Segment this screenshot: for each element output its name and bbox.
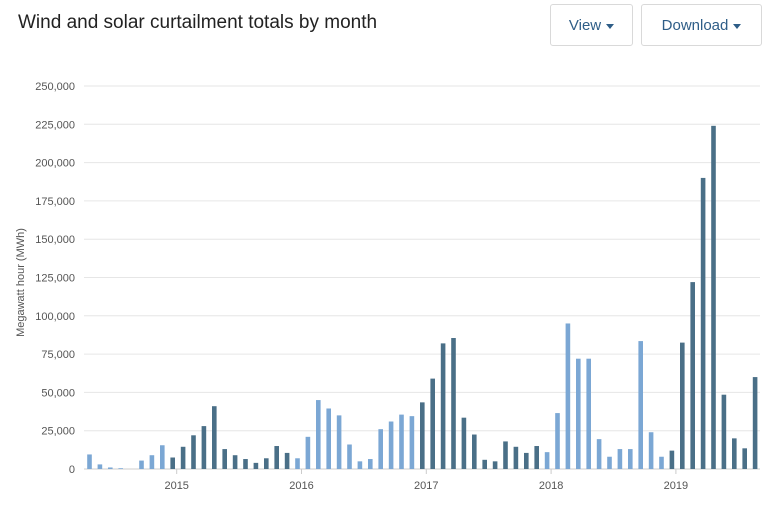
bar-2019-07: [732, 438, 737, 469]
bar-2015-09: [253, 462, 259, 469]
bar-2016-08: [368, 459, 373, 469]
bar-2015-02: [180, 446, 186, 469]
bar-2014-06: [97, 464, 103, 469]
bar-2017-01: [420, 402, 425, 469]
bar-2018-01: [544, 452, 550, 469]
y-tick-label: 100,000: [35, 311, 75, 323]
bar-2016-06: [347, 444, 352, 469]
bar-2019-09: [752, 377, 758, 469]
bar-2018-12: [659, 456, 664, 469]
y-tick-label: 150,000: [35, 234, 75, 246]
bar-2017-09: [503, 441, 508, 469]
download-button-label: Download: [661, 16, 729, 34]
bar-2018-10: [638, 341, 643, 469]
bar-2014-05: [87, 454, 92, 469]
x-tick-label: 2018: [539, 480, 563, 492]
bar-2016-01: [295, 458, 300, 469]
y-tick-label: 200,000: [35, 158, 75, 170]
y-axis-title: Megawatt hour (MWh): [15, 228, 27, 337]
bar-2015-03: [191, 435, 196, 469]
download-button[interactable]: Download: [641, 4, 762, 46]
bar-2015-10: [264, 458, 269, 469]
bar-2017-06: [472, 434, 477, 469]
bar-2016-09: [378, 429, 383, 469]
bar-2019-06: [721, 394, 727, 469]
bar-2018-08: [617, 449, 623, 469]
bar-2014-10: [139, 460, 144, 469]
x-tick-label: 2019: [664, 480, 688, 492]
chart-title: Wind and solar curtailment totals by mon…: [18, 12, 378, 33]
bar-2018-09: [628, 449, 633, 469]
bar-2016-07: [357, 461, 363, 469]
y-tick-label: 0: [69, 464, 75, 476]
bar-2018-07: [607, 456, 612, 469]
gridlines: [84, 85, 760, 470]
bar-2017-04: [451, 338, 456, 469]
y-tick-label: 225,000: [35, 119, 75, 131]
bar-2018-02: [555, 413, 560, 469]
bar-2015-01: [170, 457, 175, 469]
y-tick-label: 25,000: [41, 426, 75, 438]
bar-2019-04: [700, 177, 706, 470]
bar-2014-11: [149, 455, 155, 469]
bar-2015-05: [212, 406, 217, 469]
y-tick-label: 125,000: [35, 273, 75, 285]
bar-2015-06: [222, 449, 227, 469]
bar-2019-05: [711, 125, 716, 469]
bar-2014-07: [108, 467, 113, 469]
bar-2016-12: [409, 416, 415, 469]
bar-2017-12: [534, 446, 539, 469]
bar-2016-11: [399, 414, 404, 469]
bar-2017-02: [430, 378, 435, 469]
bar-2017-07: [482, 459, 487, 469]
bar-2018-06: [596, 439, 602, 469]
y-tick-label: 50,000: [41, 387, 75, 399]
bar-2019-03: [690, 282, 695, 469]
bar-2019-08: [742, 448, 747, 469]
view-button-label: View: [568, 16, 602, 34]
x-tick-label: 2016: [289, 480, 313, 492]
bar-2014-08: [118, 468, 123, 469]
bar-2019-02: [680, 342, 685, 469]
bar-2016-04: [326, 408, 331, 469]
bar-2018-11: [648, 432, 654, 469]
bar-2016-03: [316, 400, 321, 469]
bar-2014-12: [160, 445, 165, 469]
bar-2017-08: [492, 461, 498, 469]
bar-2017-05: [461, 417, 467, 469]
x-axis-ticks: 2015 2016 2017 2018 2019: [164, 469, 688, 492]
bar-2016-05: [336, 415, 342, 469]
y-tick-label: 75,000: [41, 349, 75, 361]
bar-2019-01: [669, 450, 675, 469]
bar-2017-03: [440, 343, 446, 469]
bar-2018-05: [586, 358, 591, 469]
bar-2018-03: [565, 323, 571, 469]
x-tick-label: 2015: [164, 480, 188, 492]
bar-2016-02: [305, 436, 311, 469]
y-tick-label: 175,000: [35, 196, 75, 208]
caret-down-icon: [606, 23, 615, 29]
y-axis-ticks: 0 25,000 50,000 75,000 100,000 125,000 150,000…: [35, 81, 75, 476]
y-tick-label: 250,000: [35, 81, 75, 93]
bar-2017-11: [524, 452, 529, 469]
bar-2015-11: [274, 446, 279, 469]
bar-2017-10: [513, 446, 519, 469]
bar-2015-08: [243, 459, 248, 469]
caret-down-icon: [733, 23, 742, 29]
bar-2015-07: [232, 455, 238, 469]
bar-2015-04: [201, 426, 207, 469]
bar-2015-12: [284, 452, 290, 469]
bars: [87, 125, 758, 470]
view-button[interactable]: View: [550, 4, 633, 46]
x-tick-label: 2017: [414, 480, 438, 492]
bar-2018-04: [576, 358, 581, 469]
bar-2016-10: [388, 421, 394, 469]
